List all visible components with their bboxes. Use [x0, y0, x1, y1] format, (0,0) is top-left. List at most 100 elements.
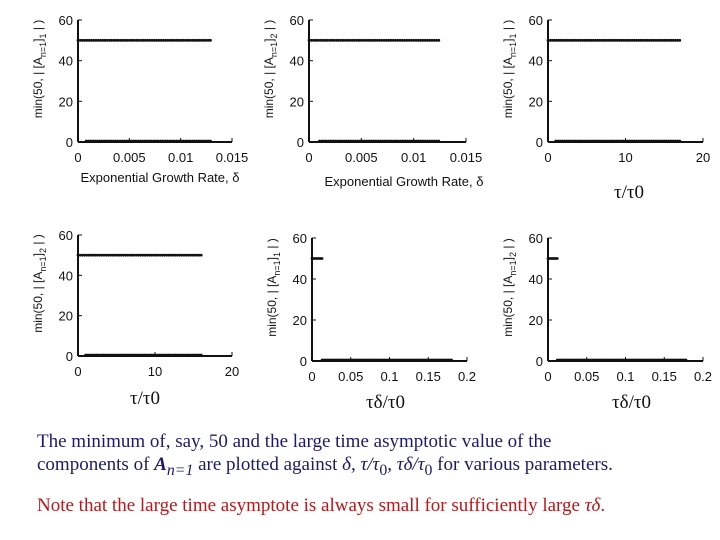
- panel4-series2-point: [110, 353, 114, 357]
- panel6-ylabel: min(50, | [An=1]2 | ): [501, 238, 518, 337]
- panel1-series1-point: [96, 38, 100, 42]
- panel3-series2-point: [595, 139, 599, 143]
- panel2-series2-point: [349, 139, 353, 143]
- panel1-xtick-label: 0.01: [168, 150, 193, 165]
- panel2-series1-point: [373, 38, 377, 42]
- panel4-series2-point: [169, 353, 173, 357]
- panel2-series1-point: [334, 38, 338, 42]
- panel2-series2-point: [385, 139, 389, 143]
- panel4-series1-point: [197, 253, 201, 257]
- panel2-series2-point: [351, 139, 355, 143]
- panel4-series2-point: [88, 353, 92, 357]
- panel4-series2-point: [130, 353, 133, 357]
- panel6-ytick-label: 40: [529, 272, 543, 287]
- panel3-series2-point: [643, 139, 647, 143]
- panel4-series1-point: [152, 253, 156, 257]
- panel1-series2-point: [96, 139, 99, 143]
- panel3-series1-point: [663, 38, 667, 42]
- panel1-series1-point: [164, 38, 167, 42]
- panel3-series2-point: [591, 139, 595, 143]
- panel1-series2-point: [139, 139, 142, 143]
- panel2-series1-point: [412, 38, 416, 42]
- panel4-series1-point: [126, 253, 130, 257]
- panel2-series1-point: [400, 38, 404, 42]
- panel3-series1-point: [626, 38, 630, 42]
- panel3-series2-point: [602, 139, 606, 143]
- panel3-series2-point: [563, 139, 566, 143]
- panel3-series1-point: [639, 38, 643, 42]
- panel1-series1-point: [92, 38, 96, 42]
- panel3-series1-point: [656, 38, 660, 42]
- panel1-series2-point: [152, 139, 156, 143]
- panel4-series2-point: [116, 353, 120, 357]
- panel4-series2-point: [191, 353, 194, 357]
- panel3-series1-point: [652, 38, 656, 42]
- panel3-series1-point: [637, 38, 641, 42]
- panel4-series2-point: [95, 353, 98, 357]
- panel3-series2-point: [619, 139, 623, 143]
- panel1-series2-point: [177, 139, 181, 143]
- panel2-series2-point: [324, 139, 328, 143]
- panel4-series1-point: [139, 253, 143, 257]
- panel1-series1-point: [202, 38, 206, 42]
- panel4-series1-point: [199, 253, 203, 257]
- panel1-series1-point: [105, 38, 109, 42]
- panel1-series1-point: [173, 38, 176, 42]
- panel6-xtick-label: 0: [544, 369, 551, 384]
- panel2-series1-point: [369, 38, 372, 42]
- panel2-series1-point: [387, 38, 391, 42]
- panel5-xtick-label: 0: [308, 369, 315, 384]
- panel3-series2-point: [647, 139, 651, 143]
- panel2-series1-point: [419, 38, 422, 42]
- panel2-series2-point: [432, 139, 436, 143]
- panel3-series2-point: [589, 139, 592, 143]
- panel2-series2-point: [394, 139, 398, 143]
- panel3-series1-point: [596, 38, 600, 42]
- panel1-series1-point: [108, 38, 111, 42]
- panel2-series1-point: [405, 38, 409, 42]
- panel4-series1-point: [96, 253, 99, 257]
- panel3-series1-point: [628, 38, 632, 42]
- panel2-series1-point: [396, 38, 400, 42]
- panel4-series1-point: [143, 253, 147, 257]
- panel4-series1-point: [165, 253, 169, 257]
- panel1-ytick-label: 20: [59, 94, 73, 109]
- panel1-series2-point: [120, 139, 124, 143]
- panel1-series1-point: [186, 38, 190, 42]
- panel3-series2-point: [571, 139, 575, 143]
- panel5-ytick-label: 0: [300, 354, 307, 369]
- panel3-xtick-label: 0: [544, 150, 551, 165]
- panel2-series2-point: [405, 139, 409, 143]
- panel2-series1-point: [362, 38, 366, 42]
- panel4-series2-point: [114, 353, 118, 357]
- panel4-series2-point: [188, 353, 192, 357]
- panel2-series1-point: [407, 38, 411, 42]
- panel1-series2-point: [125, 139, 129, 143]
- panel1-series1-point: [191, 38, 194, 42]
- panel4-series1-point: [158, 253, 162, 257]
- panel3-series1-point: [574, 38, 578, 42]
- panel3-series1-point: [669, 38, 673, 42]
- panel4-series1-point: [150, 253, 153, 257]
- panel1-series2-point: [184, 139, 187, 143]
- panel4-series1-point: [145, 253, 149, 257]
- panel4-series1-point: [182, 253, 186, 257]
- panel2-series2-point: [430, 139, 434, 143]
- panel3-xlabel: τ/τ0: [614, 182, 645, 203]
- panel1-series1-point: [112, 38, 116, 42]
- panel3-series2-point: [582, 139, 586, 143]
- panel4-series1-point: [109, 253, 112, 257]
- panel2-series1-point: [316, 38, 320, 42]
- panel2-series2-point: [401, 139, 405, 143]
- panel1-series1-point: [134, 38, 138, 42]
- panel3-series1-point: [607, 38, 610, 42]
- panel1-series2-point: [168, 139, 172, 143]
- panel3-series2-point: [663, 139, 666, 143]
- panel3-ylabel: min(50, | [An=1]1 | ): [501, 20, 518, 119]
- panel2-series1-point: [323, 38, 327, 42]
- panel2-series2-point: [374, 139, 378, 143]
- panel1-series2-point: [154, 139, 158, 143]
- panel3-series2-point: [671, 139, 675, 143]
- panel1-series1-point: [99, 38, 102, 42]
